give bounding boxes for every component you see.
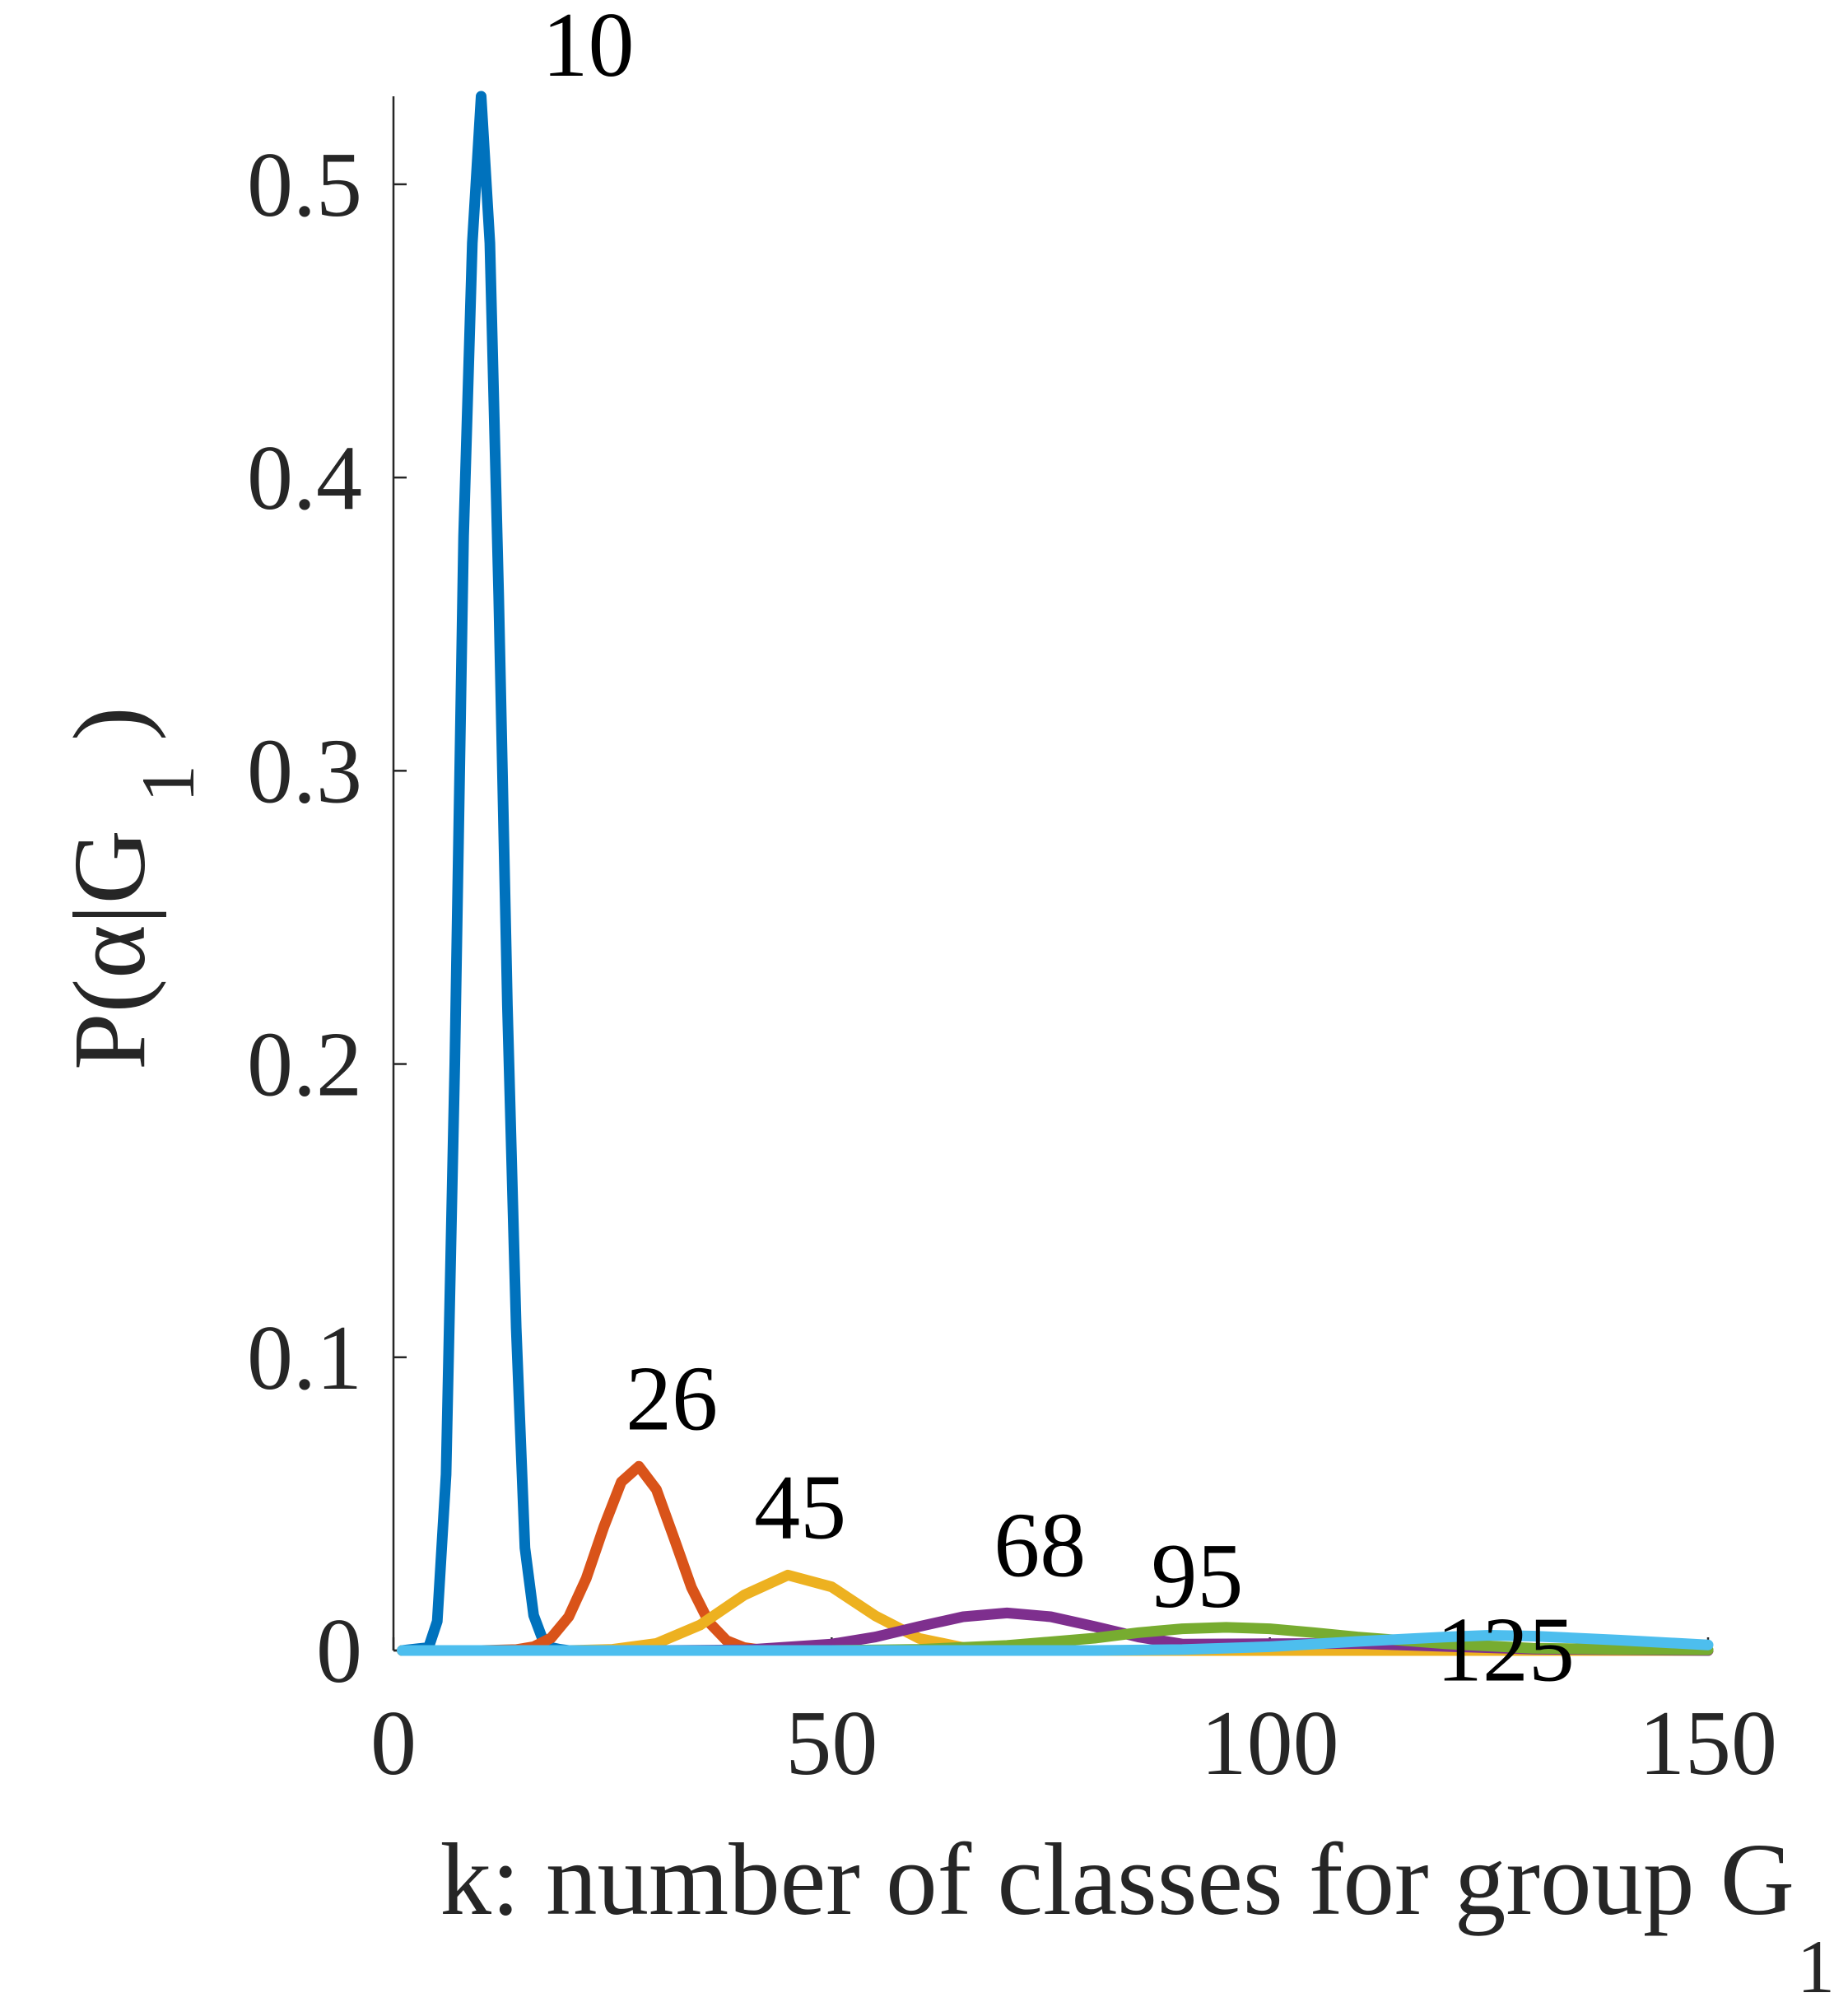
y-axis-label: P(α|G 1 ) bbox=[54, 706, 210, 1070]
y-axis-label-close-paren: ) bbox=[54, 706, 167, 741]
x-tick-label: 150 bbox=[1639, 1692, 1777, 1795]
y-tick-label: 0.5 bbox=[247, 134, 362, 236]
peak-label-45: 45 bbox=[754, 1456, 846, 1558]
axes bbox=[392, 96, 1708, 1652]
peak-label-26: 26 bbox=[626, 1348, 718, 1450]
series-lines bbox=[397, 91, 1714, 1656]
y-tick-label: 0.2 bbox=[247, 1014, 362, 1116]
x-axis-label-main: k: number of classes for group G bbox=[440, 1823, 1794, 1937]
peak-label-10: 10 bbox=[542, 0, 634, 96]
x-tick-label: 100 bbox=[1201, 1692, 1339, 1795]
x-axis-label: k: number of classes for group G bbox=[440, 1823, 1794, 1937]
x-axis-label-subscript: 1 bbox=[1797, 1925, 1835, 2009]
y-tick-label: 0 bbox=[316, 1600, 362, 1702]
y-axis-label-main: P(α|G bbox=[54, 830, 167, 1070]
peak-label-125: 125 bbox=[1436, 1599, 1575, 1701]
peak-label-68: 68 bbox=[994, 1494, 1086, 1596]
y-axis-label-text: P(α|G bbox=[54, 830, 167, 1070]
x-tick-label: 0 bbox=[370, 1692, 417, 1795]
y-axis-label-subscript: 1 bbox=[126, 765, 210, 803]
series-line-125 bbox=[397, 1630, 1714, 1656]
y-tick-label: 0.4 bbox=[247, 427, 362, 529]
peak-labels: 10 26 45 68 95 125 bbox=[542, 0, 1574, 1701]
series-line-10 bbox=[397, 91, 1714, 1656]
y-tick-label: 0.1 bbox=[247, 1307, 362, 1409]
peak-label-95: 95 bbox=[1151, 1525, 1243, 1627]
y-tick-label: 0.3 bbox=[247, 720, 362, 822]
x-tick-label: 50 bbox=[785, 1692, 877, 1795]
ticks: 0 50 100 150 0 0.1 0.2 0.3 0.4 0.5 bbox=[247, 134, 1777, 1795]
